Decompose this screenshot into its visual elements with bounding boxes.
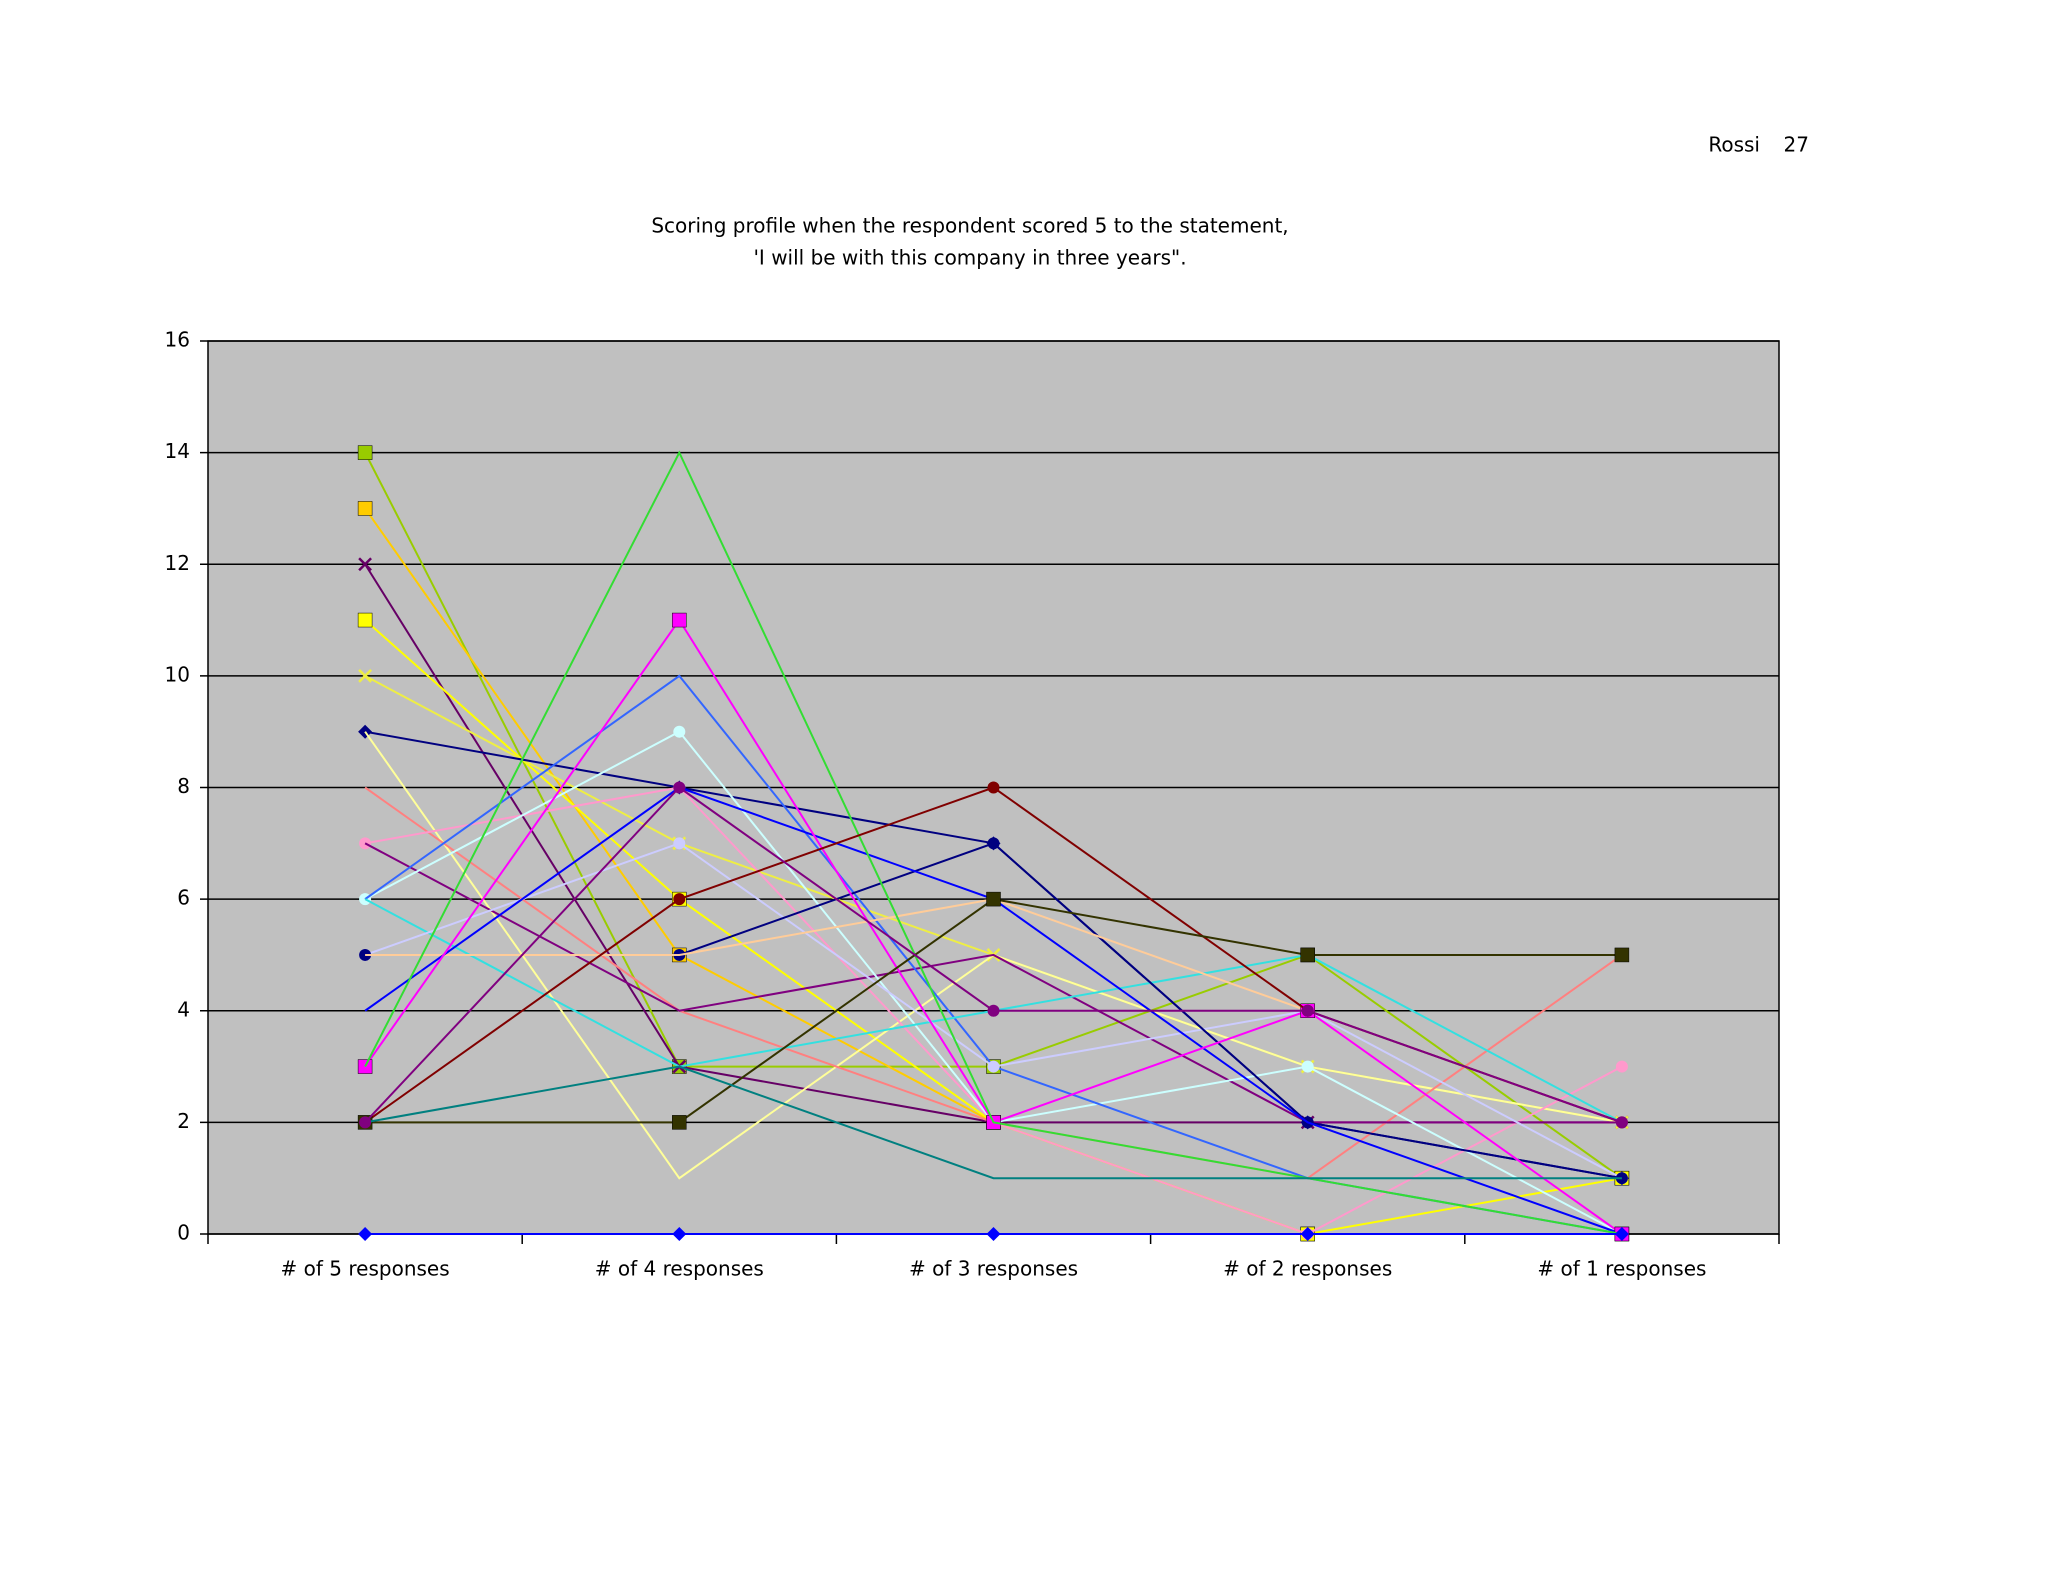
marker	[358, 668, 372, 683]
y-tick-label: 6	[177, 886, 190, 910]
marker	[359, 1116, 372, 1129]
y-tick-label: 16	[165, 328, 190, 352]
y-tick-label: 12	[165, 551, 190, 575]
x-tick-label: # of 3 responses	[909, 1257, 1078, 1281]
marker	[987, 837, 1000, 850]
series-line	[364, 1065, 1622, 1180]
marker	[987, 1060, 1000, 1073]
marker	[673, 837, 686, 850]
marker	[358, 1227, 373, 1241]
chart-title: Scoring profile when the respondent scor…	[651, 214, 1288, 238]
marker	[672, 1115, 687, 1130]
y-tick-label: 0	[177, 1221, 190, 1245]
marker	[673, 725, 686, 738]
marker	[357, 501, 373, 516]
marker	[1615, 1060, 1628, 1073]
page-author: Rossi	[1708, 133, 1760, 157]
y-tick-label: 4	[177, 997, 190, 1021]
marker	[987, 1004, 1000, 1017]
marker	[1301, 1004, 1314, 1017]
marker	[1300, 947, 1315, 963]
chart-title: 'I will be with this company in three ye…	[753, 246, 1186, 270]
x-tick-label: # of 5 responses	[281, 1257, 450, 1281]
page-number: 27	[1784, 133, 1809, 157]
x-tick-label: # of 2 responses	[1223, 1257, 1392, 1281]
y-tick-label: 8	[177, 774, 190, 798]
marker	[1614, 947, 1630, 963]
y-tick-label: 10	[165, 662, 190, 686]
marker	[673, 781, 686, 794]
marker	[1300, 1227, 1315, 1241]
x-tick-label: # of 4 responses	[595, 1257, 764, 1281]
marker	[986, 1227, 1001, 1241]
marker	[357, 445, 373, 460]
x-tick-label: # of 1 responses	[1537, 1257, 1706, 1281]
marker	[357, 612, 373, 628]
marker	[1615, 1116, 1628, 1129]
marker	[986, 891, 1001, 907]
marker	[987, 781, 1000, 794]
marker	[672, 612, 687, 628]
marker	[358, 557, 372, 572]
marker	[672, 1227, 687, 1241]
y-tick-label: 14	[165, 439, 190, 463]
y-tick-label: 2	[177, 1109, 190, 1133]
marker	[1301, 1060, 1314, 1073]
marker	[1614, 1227, 1629, 1241]
marker	[673, 893, 686, 906]
series-line	[364, 450, 1623, 1235]
